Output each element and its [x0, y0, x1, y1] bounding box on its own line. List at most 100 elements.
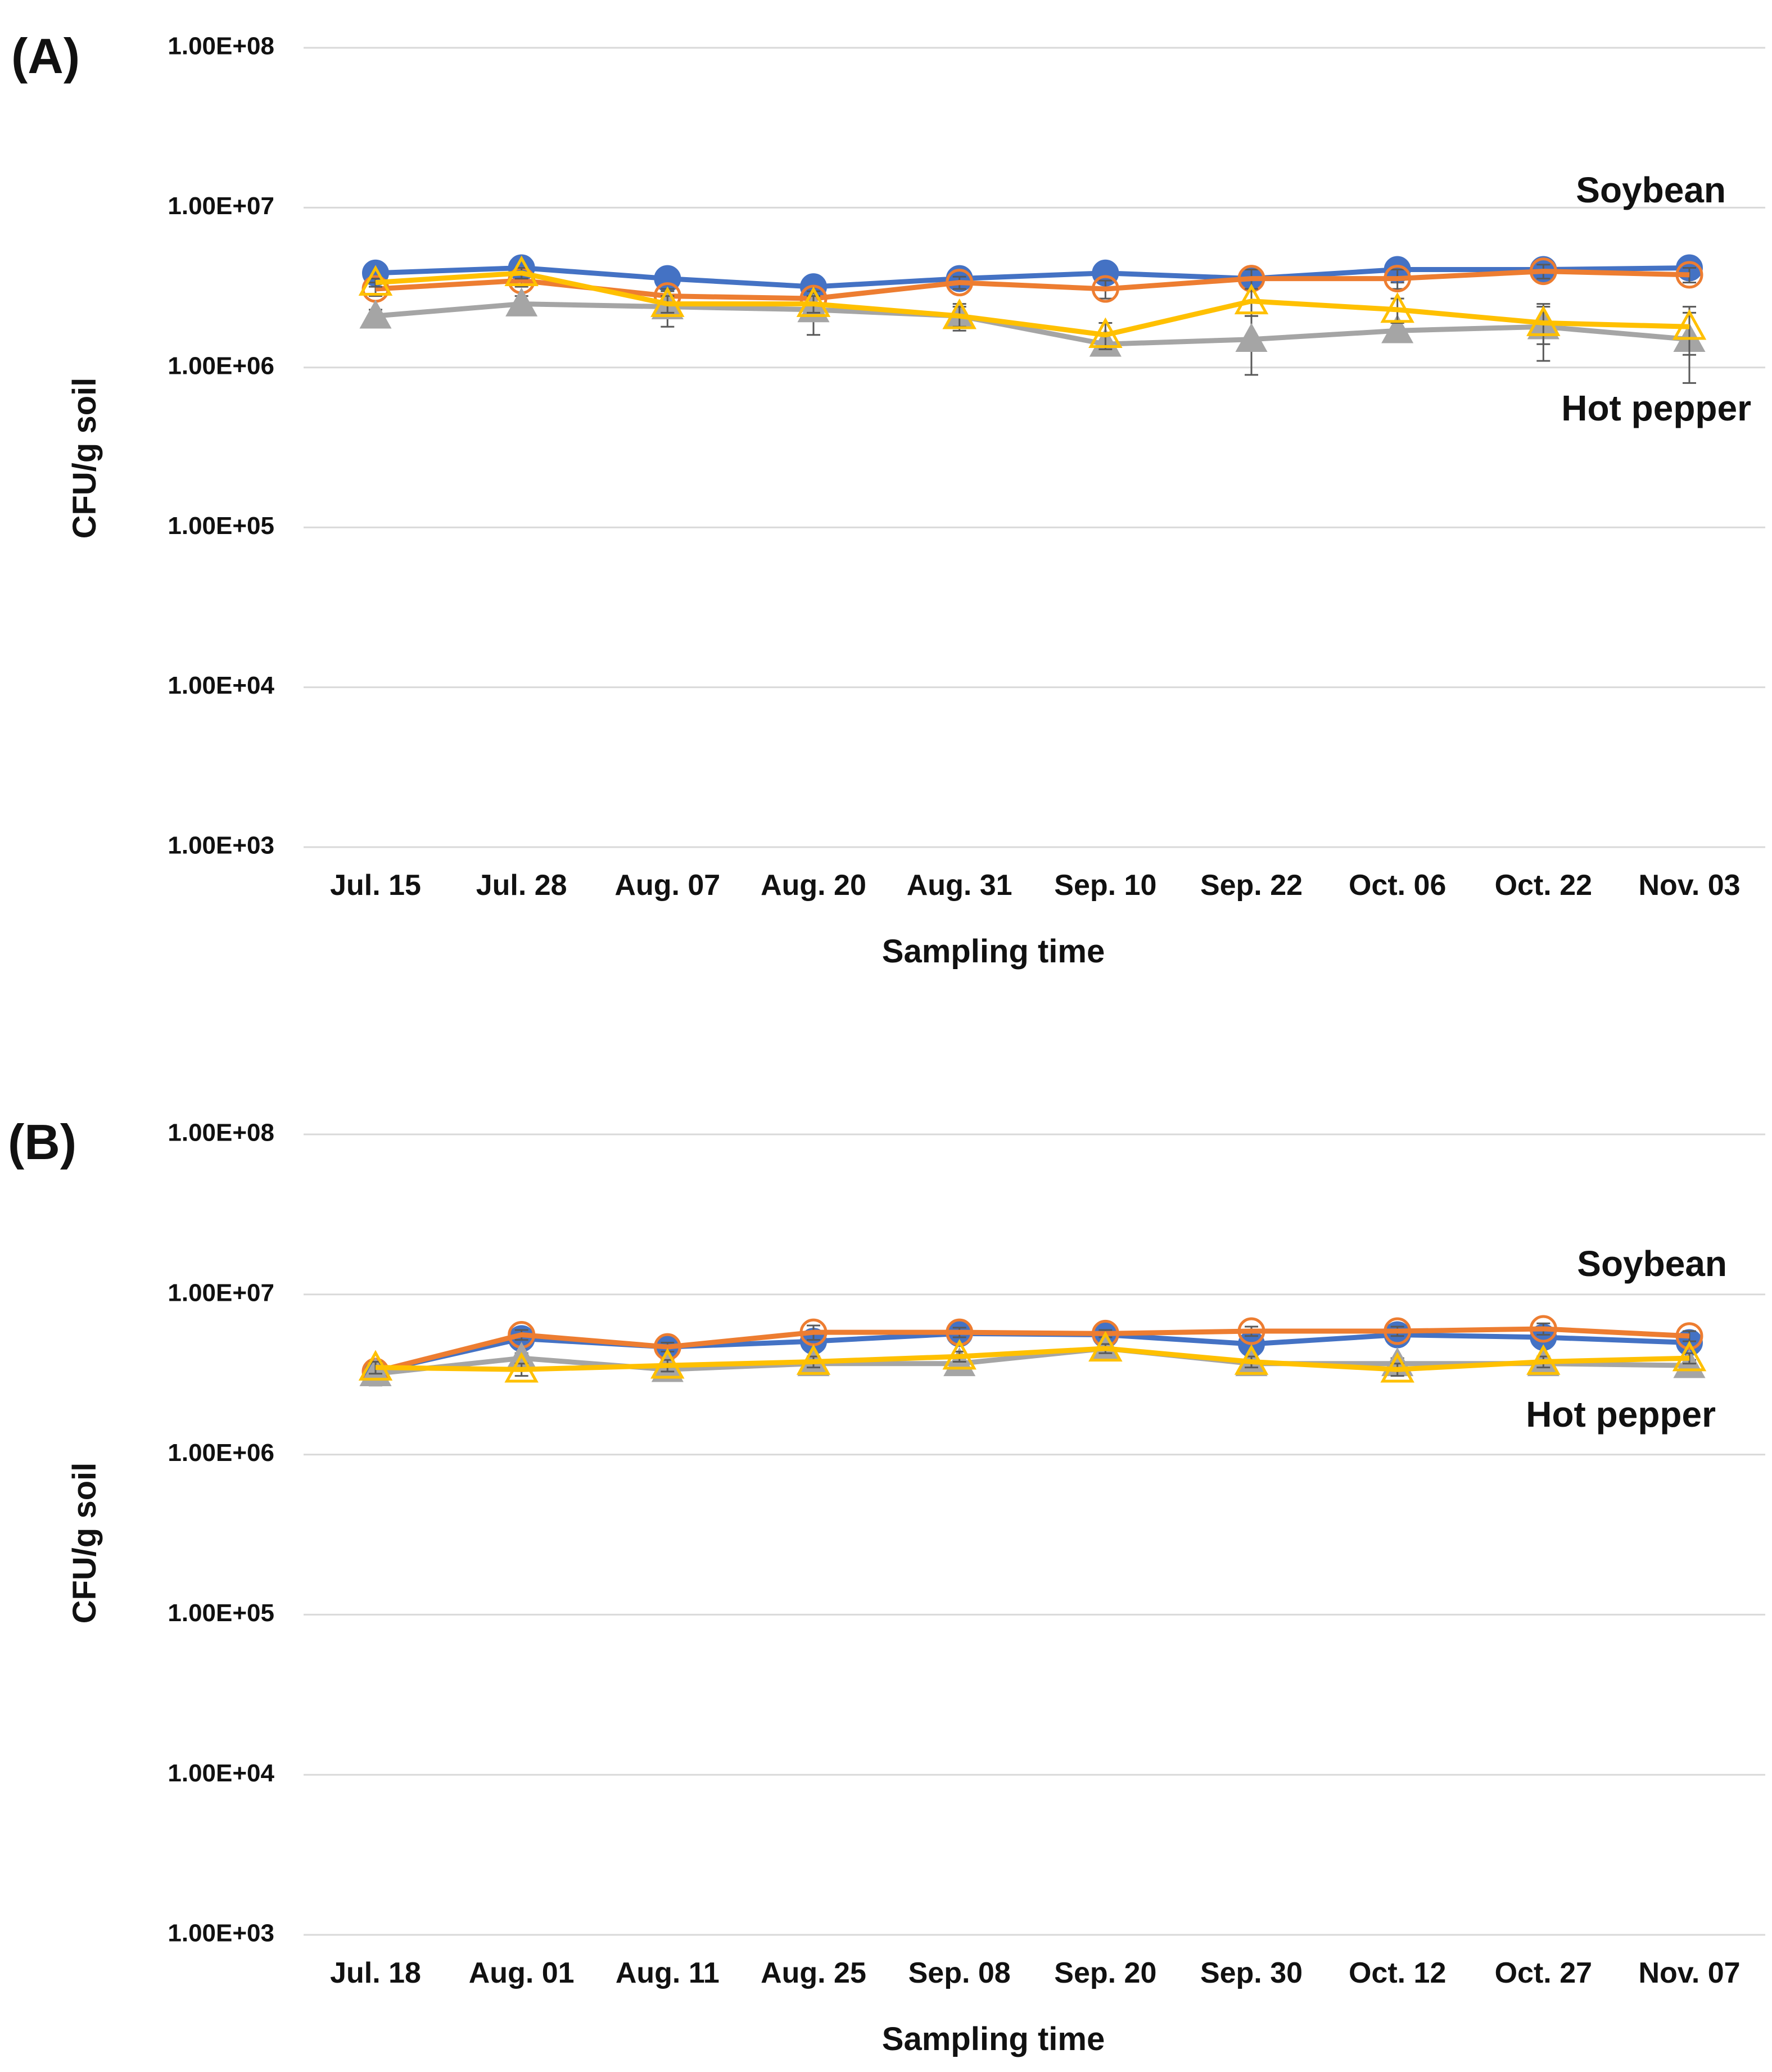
data-point-open-triangle — [504, 1352, 539, 1383]
y-tick-label: 1.00E+03 — [168, 832, 274, 859]
series-line — [375, 1346, 1690, 1372]
y-tick-label: 1.00E+06 — [168, 1439, 274, 1467]
series-line — [375, 301, 1690, 347]
x-tick-label: Oct. 27 — [1495, 1957, 1592, 1989]
x-tick-label: Aug. 20 — [761, 869, 866, 902]
y-tick-label: 1.00E+03 — [168, 1920, 274, 1947]
data-point-triangle — [359, 300, 392, 329]
data-point-open-circle — [1675, 261, 1703, 289]
data-point-triangle — [505, 287, 538, 316]
data-point-open-triangle — [942, 298, 977, 329]
x-tick-label: Aug. 25 — [761, 1957, 866, 1989]
panel-b: (B) 1.00E+03 1.00E+04 1.00E+05 1.00E+06 … — [8, 1114, 1765, 2057]
series-line — [375, 270, 1690, 338]
y-tick-labels: 1.00E+03 1.00E+04 1.00E+05 1.00E+06 1.00… — [168, 1119, 274, 1947]
x-tick-label: Sep. 10 — [1054, 869, 1156, 902]
data-point-open-triangle — [650, 1348, 685, 1379]
markers — [359, 287, 1706, 357]
annotation-soybean: Soybean — [1576, 170, 1726, 210]
data-point-open-circle — [1237, 1317, 1265, 1345]
y-tick-label: 1.00E+04 — [168, 672, 274, 699]
series-layer — [358, 1315, 1707, 1387]
series-circle-open — [361, 1315, 1703, 1386]
x-tick-label: Oct. 12 — [1349, 1957, 1446, 1989]
annotation-soybean: Soybean — [1577, 1243, 1727, 1284]
data-point-triangle — [1381, 314, 1414, 343]
series-layer — [358, 254, 1707, 384]
y-tick-label: 1.00E+05 — [168, 512, 274, 540]
data-point-open-circle — [1384, 265, 1412, 293]
series-line — [375, 265, 1690, 289]
data-point-open-circle — [1675, 1322, 1703, 1350]
y-tick-label: 1.00E+07 — [168, 192, 274, 220]
x-tick-label: Sep. 08 — [908, 1957, 1011, 1989]
data-point-open-triangle — [650, 286, 685, 317]
y-tick-label: 1.00E+07 — [168, 1279, 274, 1306]
data-point-open-circle — [1091, 275, 1119, 303]
markers — [358, 255, 1707, 349]
x-axis-title: Sampling time — [882, 933, 1105, 970]
y-tick-labels: 1.00E+03 1.00E+04 1.00E+05 1.00E+06 1.00… — [168, 33, 274, 859]
data-point-open-triangle — [358, 1350, 393, 1381]
annotation-hot-pepper: Hot pepper — [1561, 388, 1751, 428]
data-point-open-triangle — [1234, 283, 1269, 315]
x-tick-label: Nov. 03 — [1638, 869, 1740, 902]
y-tick-label: 1.00E+08 — [168, 1119, 274, 1147]
series-triangle-open — [358, 255, 1707, 356]
x-axis-title: Sampling time — [882, 2021, 1105, 2057]
x-tick-label: Nov. 07 — [1638, 1957, 1740, 1989]
series-circle-filled — [362, 254, 1703, 301]
x-tick-label: Sep. 30 — [1200, 1957, 1303, 1989]
x-tick-label: Aug. 01 — [469, 1957, 575, 1989]
x-tick-label: Aug. 31 — [907, 869, 1012, 902]
x-tick-label: Jul. 28 — [476, 869, 567, 902]
panel-label: (B) — [8, 1114, 76, 1170]
x-tick-label: Aug. 07 — [614, 869, 720, 902]
x-tick-label: Aug. 11 — [616, 1957, 720, 1989]
data-point-open-triangle — [1088, 317, 1123, 349]
data-point-open-triangle — [1380, 1352, 1414, 1383]
panel-label: (A) — [11, 28, 80, 84]
data-point-open-circle — [946, 269, 974, 297]
data-point-open-triangle — [1672, 1340, 1707, 1372]
data-point-open-triangle — [1526, 1344, 1561, 1375]
markers — [361, 1315, 1703, 1386]
series-line — [374, 1326, 1690, 1374]
x-tick-label: Oct. 06 — [1349, 869, 1446, 902]
data-point-open-triangle — [942, 1338, 977, 1370]
data-point-open-triangle — [1526, 305, 1561, 336]
series-triangle-open — [358, 1331, 1707, 1383]
grid-lines — [304, 1133, 1765, 1936]
data-point-open-triangle — [1380, 292, 1414, 323]
data-point-open-circle — [1384, 1317, 1412, 1345]
data-point-open-circle — [1529, 1315, 1557, 1343]
markers — [358, 1331, 1707, 1383]
data-point-open-circle — [1529, 257, 1557, 286]
y-tick-label: 1.00E+08 — [168, 33, 274, 60]
data-point-open-triangle — [796, 286, 831, 317]
x-tick-label: Oct. 22 — [1495, 869, 1592, 902]
y-axis-title: CFU/g soil — [66, 378, 103, 539]
x-tick-label: Sep. 22 — [1200, 869, 1303, 902]
annotation-hot-pepper: Hot pepper — [1526, 1394, 1716, 1435]
x-tick-label: Jul. 15 — [330, 869, 421, 902]
grid-lines — [304, 47, 1765, 848]
x-tick-label: Sep. 20 — [1054, 1957, 1156, 1989]
data-point-open-triangle — [358, 265, 393, 296]
x-tick-labels: Jul. 18 Aug. 01 Aug. 11 Aug. 25 Sep. 08 … — [330, 1957, 1741, 1989]
panel-a: (A) 1.00E+03 1.00E+04 1.00E+05 1.00E+06 … — [11, 28, 1765, 970]
y-axis-title: CFU/g soil — [66, 1463, 103, 1624]
data-point-open-triangle — [796, 1344, 831, 1375]
x-tick-labels: Jul. 15 Jul. 28 Aug. 07 Aug. 20 Aug. 31 … — [330, 869, 1741, 902]
data-point-open-triangle — [1672, 309, 1707, 340]
data-point-open-triangle — [1088, 1331, 1123, 1362]
data-point-open-triangle — [1234, 1344, 1269, 1375]
y-tick-label: 1.00E+05 — [168, 1599, 274, 1627]
data-point-open-triangle — [504, 255, 539, 287]
y-tick-label: 1.00E+06 — [168, 352, 274, 379]
data-point-triangle — [1235, 323, 1268, 352]
y-tick-label: 1.00E+04 — [168, 1759, 274, 1787]
series-triangle-filled — [359, 287, 1706, 384]
x-tick-label: Jul. 18 — [330, 1957, 421, 1989]
